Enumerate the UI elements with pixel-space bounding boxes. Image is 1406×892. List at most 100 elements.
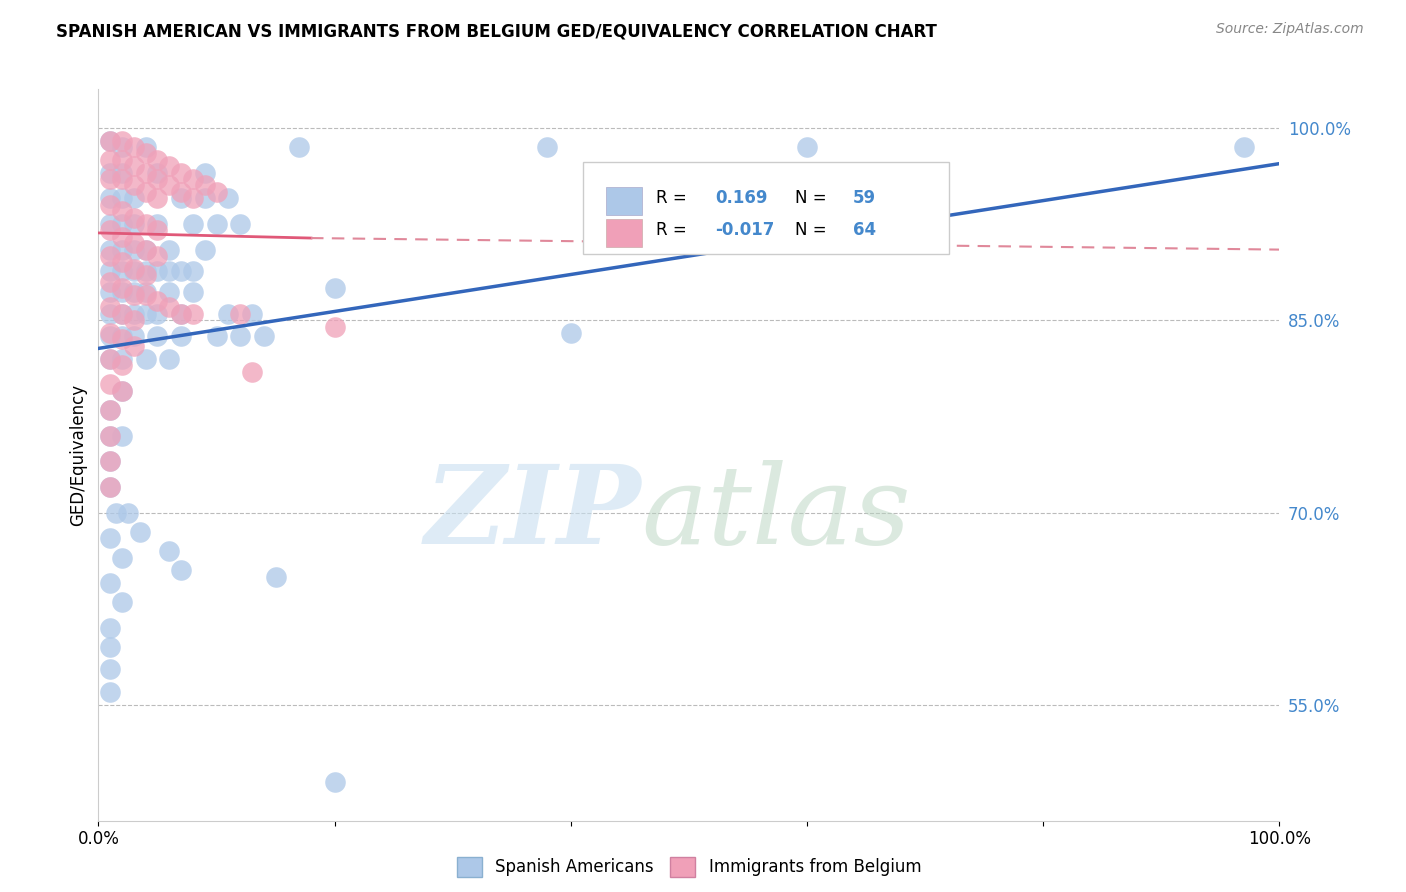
Point <box>264 570 287 584</box>
Point <box>135 243 157 257</box>
Point <box>122 313 145 327</box>
Point <box>98 134 121 148</box>
Point <box>181 172 204 186</box>
Point <box>98 454 121 468</box>
Point <box>135 307 157 321</box>
Point <box>111 255 134 269</box>
Point <box>157 285 180 299</box>
Point <box>205 185 228 199</box>
Point <box>98 134 121 148</box>
Point <box>157 301 180 315</box>
Point <box>170 307 193 321</box>
Point <box>217 307 239 321</box>
Point <box>98 428 121 442</box>
Point <box>98 576 121 591</box>
Point <box>205 217 228 231</box>
Text: 0.169: 0.169 <box>714 189 768 207</box>
Point <box>194 178 217 193</box>
Point <box>111 307 134 321</box>
Point <box>323 281 346 295</box>
Point <box>157 159 180 173</box>
Point <box>170 166 193 180</box>
Text: atlas: atlas <box>641 459 911 567</box>
Point <box>181 191 204 205</box>
Point <box>98 243 121 257</box>
Point <box>181 285 204 299</box>
Point <box>98 264 121 278</box>
Point <box>122 178 145 193</box>
Point <box>98 153 121 167</box>
Y-axis label: GED/Equivalency: GED/Equivalency <box>69 384 87 526</box>
Point <box>111 229 134 244</box>
Point <box>135 166 157 180</box>
Point <box>157 178 180 193</box>
Point <box>146 166 169 180</box>
Point <box>111 328 134 343</box>
Point <box>111 281 134 295</box>
Point <box>98 351 121 366</box>
FancyBboxPatch shape <box>606 219 641 247</box>
Point <box>560 326 582 340</box>
Text: R =: R = <box>655 221 692 239</box>
Point <box>122 191 145 205</box>
Point <box>111 166 134 180</box>
Point <box>98 275 121 289</box>
Point <box>111 351 134 366</box>
Point <box>122 264 145 278</box>
Point <box>98 328 121 343</box>
Point <box>122 307 145 321</box>
Point <box>194 166 217 180</box>
Point <box>111 153 134 167</box>
Point <box>122 261 145 276</box>
Point <box>98 454 121 468</box>
Point <box>323 775 346 789</box>
Point <box>205 328 228 343</box>
Point <box>229 307 252 321</box>
Point <box>122 285 145 299</box>
Point <box>135 217 157 231</box>
Point <box>111 243 134 257</box>
Point <box>98 172 121 186</box>
Point <box>122 339 145 353</box>
Point <box>217 191 239 205</box>
Point <box>135 146 157 161</box>
FancyBboxPatch shape <box>606 187 641 215</box>
Point <box>146 249 169 263</box>
Point <box>240 364 263 378</box>
Point <box>98 621 121 635</box>
Point <box>111 172 134 186</box>
Point <box>111 333 134 347</box>
Point <box>98 285 121 299</box>
Point <box>194 243 217 257</box>
Point <box>98 428 121 442</box>
Point <box>111 134 134 148</box>
Point <box>170 264 193 278</box>
Point <box>135 185 157 199</box>
Point <box>146 153 169 167</box>
Point <box>111 595 134 609</box>
Point <box>253 328 276 343</box>
Point <box>181 307 204 321</box>
Point <box>157 351 180 366</box>
Point <box>146 328 169 343</box>
Text: SPANISH AMERICAN VS IMMIGRANTS FROM BELGIUM GED/EQUIVALENCY CORRELATION CHART: SPANISH AMERICAN VS IMMIGRANTS FROM BELG… <box>56 22 938 40</box>
Point <box>796 140 818 154</box>
Point <box>146 191 169 205</box>
Point <box>111 285 134 299</box>
Point <box>135 264 157 278</box>
Point <box>111 358 134 372</box>
Point <box>122 159 145 173</box>
Point <box>98 197 121 211</box>
Point <box>98 662 121 676</box>
Point <box>98 685 121 699</box>
Point <box>98 403 121 417</box>
Point <box>98 403 121 417</box>
Point <box>111 191 134 205</box>
Text: N =: N = <box>796 221 832 239</box>
Legend: Spanish Americans, Immigrants from Belgium: Spanish Americans, Immigrants from Belgi… <box>449 848 929 886</box>
Point <box>170 185 193 199</box>
Point <box>157 243 180 257</box>
Point <box>111 204 134 219</box>
Point <box>98 217 121 231</box>
Point <box>170 563 193 577</box>
